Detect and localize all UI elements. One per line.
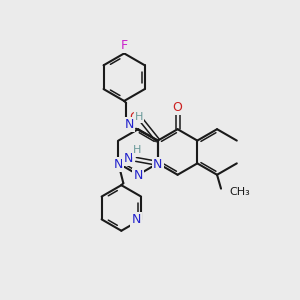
Text: O: O xyxy=(129,111,139,124)
Text: N: N xyxy=(124,118,134,131)
Text: H: H xyxy=(135,112,143,122)
Text: N: N xyxy=(131,213,141,226)
Text: N: N xyxy=(134,169,143,182)
Text: N: N xyxy=(123,152,133,165)
Text: H: H xyxy=(133,146,141,155)
Text: N: N xyxy=(153,158,163,171)
Text: F: F xyxy=(121,39,128,52)
Text: CH₃: CH₃ xyxy=(229,187,250,196)
Text: N: N xyxy=(114,158,123,171)
Text: O: O xyxy=(172,101,182,114)
